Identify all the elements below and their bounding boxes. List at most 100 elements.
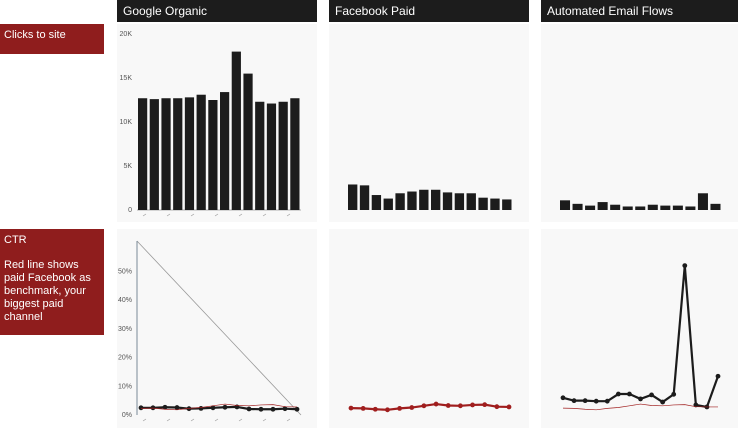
data-point xyxy=(246,406,252,412)
data-point xyxy=(506,404,512,410)
data-point xyxy=(360,405,366,411)
bar xyxy=(431,189,441,210)
ctr-chart-0: 0% 10% 20% 30% 40% 50% xyxy=(117,229,317,428)
bar xyxy=(597,202,608,210)
bar xyxy=(220,92,230,210)
data-point xyxy=(604,398,610,404)
bar xyxy=(395,193,405,210)
data-point xyxy=(258,406,264,412)
ctr-chart-1 xyxy=(329,229,529,428)
data-point xyxy=(638,396,643,402)
bar xyxy=(572,203,583,210)
data-point xyxy=(397,405,403,411)
data-point xyxy=(671,391,677,397)
data-point xyxy=(660,399,666,405)
data-point xyxy=(560,395,566,401)
bar xyxy=(173,98,183,210)
y-tick-label: 20% xyxy=(118,355,132,362)
y-tick-label: 20K xyxy=(120,31,133,38)
data-point xyxy=(162,404,168,410)
x-tick xyxy=(286,213,291,217)
bar xyxy=(138,98,148,210)
data-point xyxy=(593,398,599,404)
data-point xyxy=(294,406,300,412)
data-point xyxy=(198,405,204,411)
x-tick xyxy=(214,213,219,217)
x-tick xyxy=(214,418,219,422)
data-point xyxy=(649,392,654,398)
bar xyxy=(266,103,277,210)
y-tick-label: 0 xyxy=(128,207,132,214)
chart-svg xyxy=(560,193,721,210)
data-point xyxy=(138,405,144,411)
clicks-chart-2 xyxy=(541,24,738,222)
clicks-label: Clicks to site xyxy=(4,29,66,41)
data-point xyxy=(715,373,721,379)
data-point xyxy=(494,404,500,410)
bar xyxy=(622,206,633,210)
row-label-clicks: Clicks to site xyxy=(0,24,104,54)
y-tick-label: 5K xyxy=(123,163,132,170)
header-google-organic: Google Organic xyxy=(117,0,317,22)
bar xyxy=(697,193,708,210)
header-email-flows: Automated Email Flows xyxy=(541,0,738,22)
ctr-description: Red line shows paid Facebook as benchmar… xyxy=(4,259,91,323)
ctr-label: CTR xyxy=(4,234,27,246)
bar xyxy=(647,204,658,210)
data-point xyxy=(385,407,390,413)
bar xyxy=(161,98,171,210)
chart-svg xyxy=(348,401,512,413)
bar xyxy=(419,189,429,210)
bar xyxy=(371,195,382,210)
data-point xyxy=(174,405,180,410)
bar xyxy=(672,205,683,210)
chart-svg: 0% 10% 20% 30% 40% 50% xyxy=(118,240,302,422)
x-tick xyxy=(262,213,267,217)
bar xyxy=(635,206,646,210)
x-tick xyxy=(238,418,243,422)
data-point xyxy=(270,406,276,412)
data-point xyxy=(682,263,688,269)
y-tick-label: 40% xyxy=(118,297,132,304)
bar xyxy=(348,184,358,210)
bar xyxy=(490,198,500,210)
data-point xyxy=(421,403,427,409)
bar xyxy=(660,205,671,210)
bar xyxy=(208,100,218,210)
x-tick xyxy=(166,213,171,217)
data-point xyxy=(372,406,378,412)
bar xyxy=(278,101,288,210)
row-label-ctr: CTR Red line shows paid Facebook as bench… xyxy=(0,229,104,335)
x-tick xyxy=(142,418,147,422)
bar xyxy=(149,99,159,210)
x-tick xyxy=(190,213,195,217)
data-point xyxy=(470,402,475,408)
data-point xyxy=(615,391,621,397)
data-point xyxy=(409,405,415,410)
x-tick xyxy=(286,418,291,422)
ctr-line xyxy=(562,265,720,409)
x-tick xyxy=(166,418,171,422)
ctr-chart-2 xyxy=(541,229,738,428)
data-point xyxy=(348,405,354,411)
y-tick-label: 15K xyxy=(120,75,133,82)
bar xyxy=(478,197,488,210)
y-tick-label: 10K xyxy=(120,119,133,126)
bar xyxy=(610,204,621,210)
bar xyxy=(255,101,265,210)
data-point xyxy=(457,403,463,409)
x-tick xyxy=(238,213,243,217)
bar xyxy=(184,97,195,210)
benchmark-line xyxy=(562,403,718,411)
benchmark-line xyxy=(140,403,298,411)
y-tick-label: 30% xyxy=(118,326,132,333)
bar xyxy=(243,73,253,210)
data-point xyxy=(210,405,216,411)
bar xyxy=(442,192,453,210)
data-point xyxy=(433,401,439,407)
bar xyxy=(383,198,393,210)
y-tick-label: 50% xyxy=(118,268,132,275)
y-tick-label: 0% xyxy=(122,412,132,419)
header-facebook-paid: Facebook Paid xyxy=(329,0,529,22)
x-tick xyxy=(262,418,267,422)
